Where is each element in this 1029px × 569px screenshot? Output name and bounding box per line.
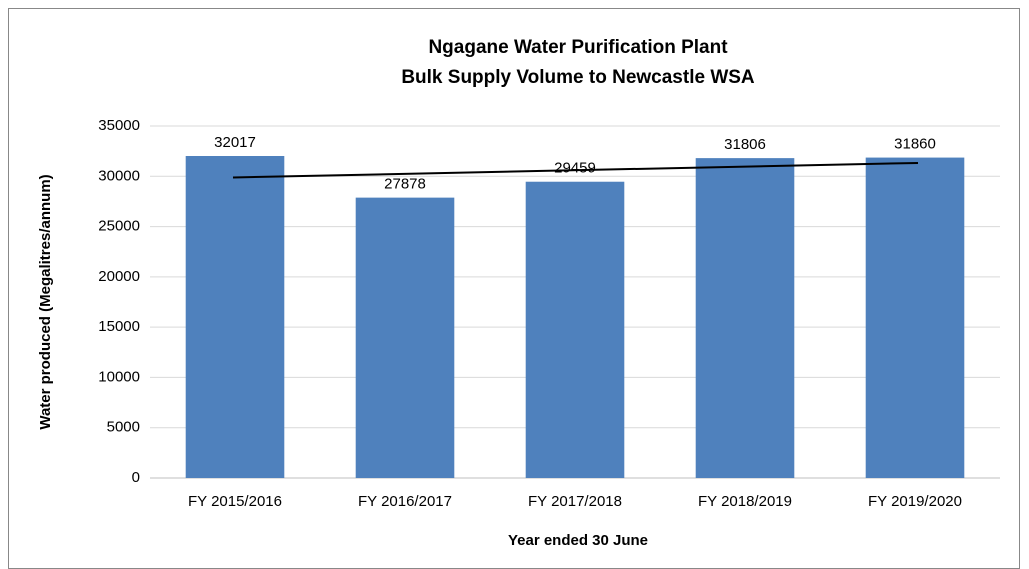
- data-label: 29459: [554, 160, 596, 177]
- chart-frame: [8, 8, 1020, 569]
- data-label: 32017: [214, 134, 256, 151]
- bar: [355, 197, 455, 479]
- y-tick-label: 5000: [107, 419, 140, 436]
- chart-title: Bulk Supply Volume to Newcastle WSA: [401, 67, 755, 88]
- bar: [185, 156, 285, 478]
- x-axis-title: Year ended 30 June: [508, 532, 648, 549]
- x-tick-label: FY 2017/2018: [528, 493, 622, 510]
- x-tick-label: FY 2019/2020: [868, 493, 962, 510]
- data-label: 31806: [724, 136, 766, 153]
- bar: [865, 157, 965, 479]
- x-tick-label: FY 2016/2017: [358, 493, 452, 510]
- y-tick-label: 30000: [98, 167, 140, 184]
- x-tick-label: FY 2018/2019: [698, 493, 792, 510]
- x-tick-label: FY 2015/2016: [188, 493, 282, 510]
- y-axis-title: Water produced (Megalitres/annum): [37, 174, 54, 429]
- y-tick-label: 0: [132, 469, 140, 486]
- trendline: [232, 161, 919, 179]
- bar: [695, 158, 795, 479]
- y-tick-label: 15000: [98, 318, 140, 335]
- y-tick-label: 25000: [98, 218, 140, 235]
- y-tick-label: 20000: [98, 268, 140, 285]
- chart-title: Ngagane Water Purification Plant: [428, 37, 728, 58]
- data-label: 27878: [384, 176, 426, 193]
- data-label: 31860: [894, 136, 936, 153]
- y-tick-label: 35000: [98, 117, 140, 134]
- bar: [525, 181, 625, 478]
- y-tick-label: 10000: [98, 368, 140, 385]
